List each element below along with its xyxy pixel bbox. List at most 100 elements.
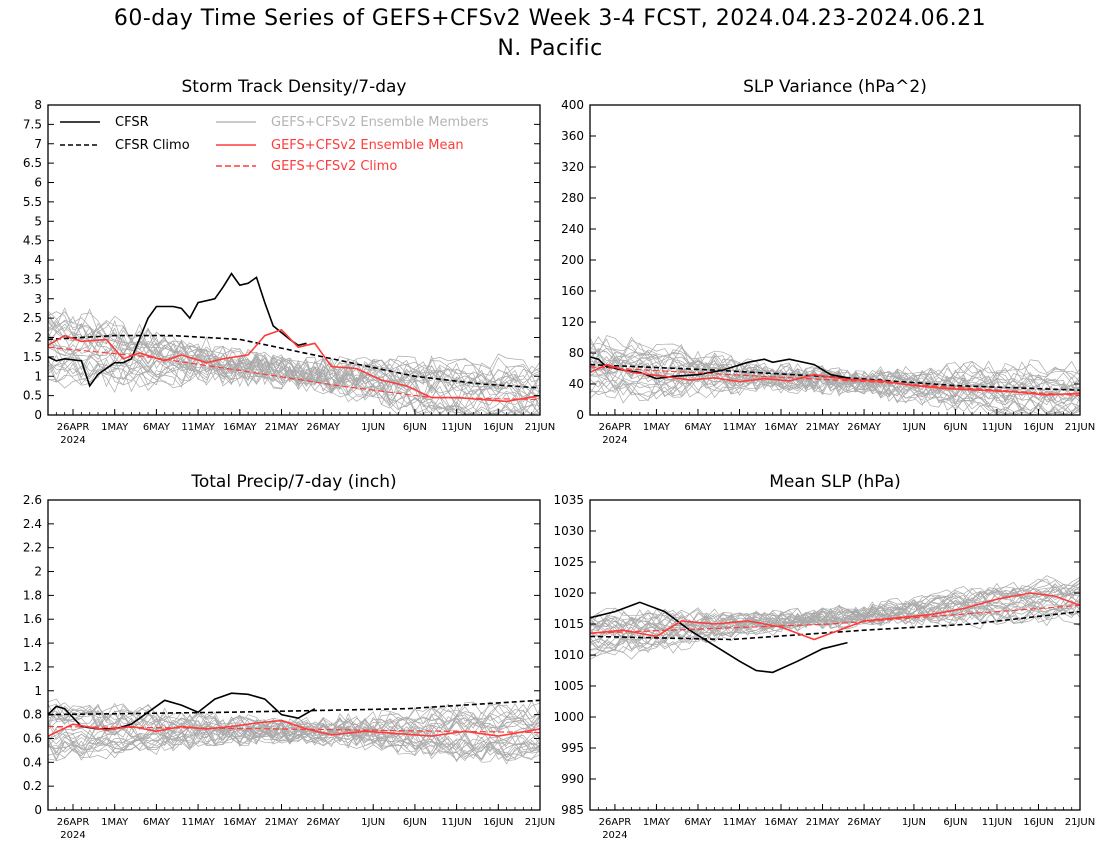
cfsr-climo-line (47, 334, 541, 389)
y-tick-label: 2.6 (23, 493, 42, 507)
ensemble-mean-line (47, 719, 541, 737)
x-tick-label: 11MAY (181, 817, 215, 828)
x-tick-label: 1JUN (902, 422, 926, 433)
plot-frame (47, 499, 541, 811)
y-tick-label: 6 (34, 176, 42, 190)
legend-cfsr-climo-label: CFSR Climo (115, 138, 190, 153)
y-tick-label: 1005 (553, 679, 584, 693)
legend-members-label: GEFS+CFSv2 Ensemble Members (271, 115, 489, 130)
x-year-label: 2024 (60, 830, 85, 841)
y-tick-label: 200 (561, 253, 584, 267)
cfsr-line (589, 356, 848, 380)
y-tick-label: 160 (561, 284, 584, 298)
x-tick-label: 26MAY (306, 422, 340, 433)
y-tick-label: 7.5 (23, 117, 42, 131)
x-tick-label: 11JUN (441, 817, 471, 828)
x-year-label: 2024 (602, 435, 627, 446)
x-year-label: 2024 (602, 830, 627, 841)
y-tick-label: 995 (561, 741, 584, 755)
ensemble-member-line (589, 338, 1081, 386)
y-tick-label: 1.5 (23, 350, 42, 364)
ensemble-member-line (589, 348, 1081, 392)
x-year-label: 2024 (60, 435, 85, 446)
y-tick-label: 2 (34, 331, 42, 345)
ensemble-member-line (589, 607, 1081, 660)
legend-cfsr-label: CFSR (115, 115, 149, 130)
y-tick-label: 400 (561, 98, 584, 112)
ensemble-member-line (47, 343, 541, 416)
x-tick-label: 11MAY (723, 422, 757, 433)
ensemble-member-line (47, 307, 541, 380)
x-tick-label: 6MAY (143, 817, 171, 828)
cfsr-climo-line (589, 610, 1081, 641)
x-tick-label: 16JUN (1023, 422, 1053, 433)
gefs-climo-line (47, 725, 541, 734)
ensemble-member-line (47, 358, 540, 416)
gefs-climo-line (47, 346, 541, 401)
ensemble-member-line (47, 344, 541, 408)
gefs-climo-line (589, 366, 1081, 397)
y-tick-label: 1030 (553, 524, 584, 538)
ensemble-member-line (589, 583, 1081, 628)
y-tick-label: 5.5 (23, 195, 42, 209)
x-tick-label: 11MAY (181, 422, 215, 433)
x-tick-label: 16JUN (483, 422, 513, 433)
ensemble-mean-line (589, 592, 1081, 641)
x-tick-label: 21MAY (265, 817, 299, 828)
x-tick-label: 1MAY (643, 422, 671, 433)
y-tick-label: 1025 (553, 555, 584, 569)
y-tick-label: 280 (561, 191, 584, 205)
x-tick-label: 21JUN (1065, 817, 1095, 828)
y-tick-label: 1.8 (23, 588, 42, 602)
x-tick-label: 6MAY (684, 817, 712, 828)
x-tick-label: 11MAY (723, 817, 757, 828)
x-tick-label: 26MAY (306, 817, 340, 828)
x-tick-label: 6JUN (943, 422, 967, 433)
cfsr-climo-line (589, 363, 1081, 391)
ensemble-member-line (589, 354, 1081, 402)
x-tick-label: 16MAY (764, 817, 798, 828)
y-tick-label: 0 (576, 408, 584, 422)
x-tick-label: 11JUN (982, 817, 1012, 828)
x-tick-label: 1MAY (643, 817, 671, 828)
y-tick-label: 1000 (553, 710, 584, 724)
x-tick-label: 16MAY (223, 817, 257, 828)
y-tick-label: 0.5 (23, 389, 42, 403)
y-tick-label: 4 (34, 253, 42, 267)
x-tick-label: 21MAY (806, 422, 840, 433)
y-tick-label: 0.6 (23, 731, 42, 745)
x-tick-label: 26MAY (847, 422, 881, 433)
x-tick-label: 1JUN (361, 422, 385, 433)
ensemble-member-line (47, 699, 541, 734)
legend-gefs-climo-label: GEFS+CFSv2 Climo (271, 159, 397, 174)
ensemble-member-line (589, 354, 1081, 403)
ensemble-member-line (47, 311, 541, 389)
y-tick-label: 4.5 (23, 234, 42, 248)
x-tick-label: 11JUN (441, 422, 471, 433)
x-tick-label: 26MAY (847, 817, 881, 828)
y-tick-label: 1 (34, 369, 42, 383)
y-tick-label: 320 (561, 160, 584, 174)
x-tick-label: 21JUN (525, 422, 555, 433)
x-tick-label: 6MAY (684, 422, 712, 433)
y-tick-label: 0.8 (23, 708, 42, 722)
y-tick-label: 1.6 (23, 612, 42, 626)
figure-region-title: N. Pacific (497, 36, 603, 61)
ensemble-member-line (47, 725, 541, 759)
legend-ens-mean-label: GEFS+CFSv2 Ensemble Mean (271, 138, 464, 153)
x-tick-label: 16JUN (483, 817, 513, 828)
y-tick-label: 0 (34, 408, 42, 422)
ensemble-member-line (47, 311, 541, 384)
y-tick-label: 1015 (553, 617, 584, 631)
x-tick-label: 1MAY (101, 817, 129, 828)
panel-title: Total Precip/7-day (inch) (190, 472, 396, 492)
x-tick-label: 21JUN (525, 817, 555, 828)
ensemble-member-line (47, 726, 541, 762)
x-tick-label: 6JUN (403, 422, 427, 433)
x-tick-label: 1JUN (902, 817, 926, 828)
x-tick-label: 1MAY (101, 422, 129, 433)
y-tick-label: 2.5 (23, 311, 42, 325)
ensemble-member-line (589, 590, 1081, 637)
panel-title: SLP Variance (hPa^2) (743, 77, 927, 97)
ensemble-member-line (589, 601, 1081, 645)
